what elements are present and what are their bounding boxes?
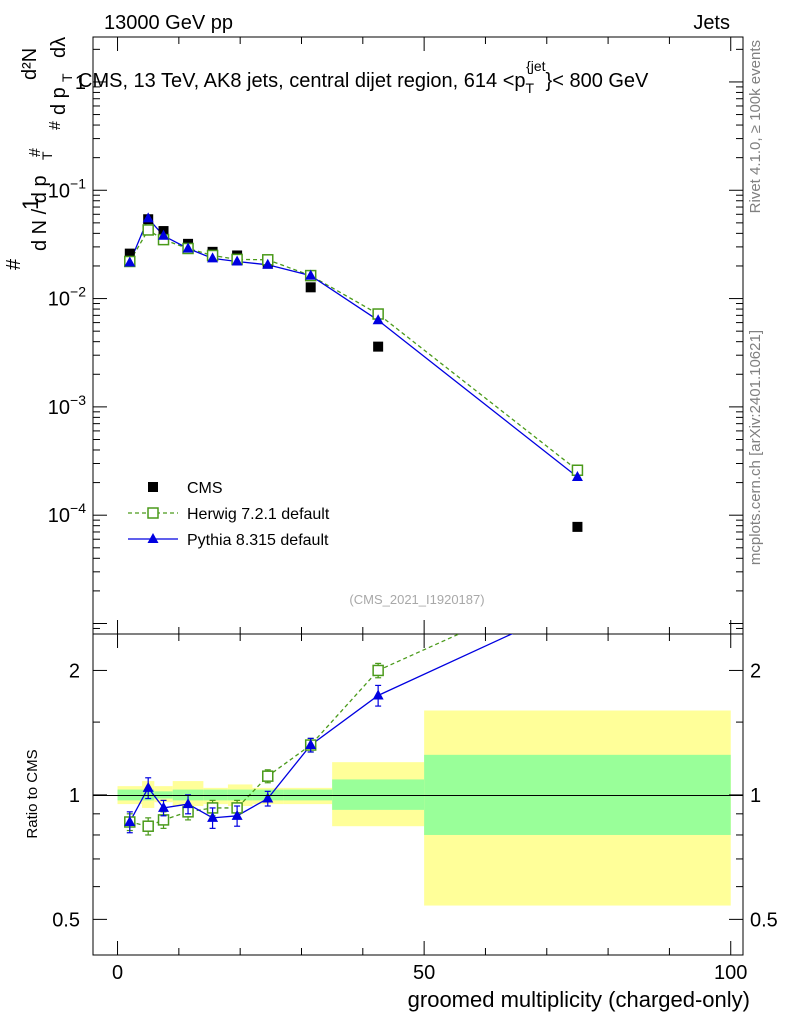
main-point-0-8 — [373, 341, 384, 352]
main-point-2-4 — [207, 252, 219, 263]
ratio-line-0 — [129, 634, 461, 827]
ratio-ylabel: Ratio to CMS — [24, 749, 41, 838]
ratio-ytick-label-left-2: 0.5 — [52, 909, 80, 931]
main-point-2-8 — [372, 314, 384, 325]
ratio-point-1-1 — [142, 781, 154, 792]
ratio-point-0-9 — [572, 576, 582, 586]
ylabel-dn: d N / d p — [29, 175, 51, 251]
main-point-1-1 — [142, 224, 154, 236]
legend: CMS Herwig 7.2.1 default Pythia 8.315 de… — [128, 480, 330, 549]
main-ytick-label-4: 10−4 — [48, 500, 86, 527]
main-point-2-0 — [124, 256, 136, 267]
main-ytick-exp-1: −1 — [70, 175, 86, 191]
main-ytick-label-2: 10−2 — [48, 284, 86, 311]
main-line-1 — [129, 229, 578, 471]
rivet-label: Rivet 4.1.0, ≥ 100k events — [747, 40, 764, 213]
legend-marker-herwig — [147, 507, 159, 519]
band-inner-0 — [117, 789, 143, 801]
ratio-point-1-6 — [262, 792, 274, 803]
header-right: Jets — [693, 12, 730, 34]
main-ytick-base-0: 1 — [75, 72, 86, 94]
ratio-ytick-label-right-1: 1 — [750, 785, 761, 807]
main-point-2-6 — [262, 258, 274, 269]
analysis-id: (CMS_2021_I1920187) — [349, 592, 484, 607]
main-point-2-3 — [182, 242, 194, 253]
ylabel-t2: T — [59, 73, 75, 82]
ratio-point-1-2 — [158, 801, 170, 812]
ylabel-hash2: # — [27, 148, 44, 157]
main-ytick-base-4: 10 — [48, 505, 70, 527]
ratio-series-lines — [129, 634, 514, 827]
legend-label-pythia: Pythia 8.315 default — [187, 532, 329, 549]
band-inner-5 — [227, 789, 253, 801]
mcplots-label: mcplots.cern.ch [arXiv:2401.10621] — [747, 330, 764, 565]
ratio-ytick-label-left-1: 1 — [69, 785, 80, 807]
ylabel-hash1: # — [3, 258, 25, 270]
band-inner-8 — [332, 779, 425, 810]
band-inner-2 — [154, 791, 173, 799]
main-ytick-exp-4: −4 — [70, 500, 86, 516]
ylabel-t1: T — [39, 151, 55, 160]
band-inner-7 — [283, 789, 333, 801]
main-point-2-1 — [142, 212, 154, 223]
ylabel-dp: d p — [48, 87, 70, 115]
legend-label-cms: CMS — [187, 480, 223, 497]
plot-title: CMS, 13 TeV, AK8 jets, central dijet reg… — [78, 58, 649, 96]
main-ytick-label-3: 10−3 — [48, 392, 86, 419]
ylabel-d2n: d²N — [19, 48, 41, 80]
main-ytick-exp-3: −3 — [70, 392, 86, 408]
ratio-point-0-8 — [372, 664, 384, 677]
ratio-point-1-4 — [207, 811, 219, 822]
main-series-lines — [129, 217, 578, 478]
x-axis-label: groomed multiplicity (charged-only) — [408, 987, 750, 1012]
axis-ticks: 110−110−210−310−42 21 10.5 0.50 50 100 — [48, 37, 778, 984]
ratio-point-1-9 — [572, 598, 583, 608]
ratio-ytick-label-right-2: 0.5 — [750, 909, 778, 931]
ratio-point-0-6 — [262, 770, 274, 782]
main-point-2-2 — [158, 229, 170, 240]
ylabel-one: 1 — [18, 198, 43, 210]
ratio-line-1 — [129, 634, 514, 823]
xtick-label-1: 50 — [413, 962, 435, 984]
ratio-point-0-1 — [142, 820, 154, 832]
main-point-2-7 — [305, 269, 317, 280]
ratio-ytick-label-left-0: 2 — [69, 660, 80, 682]
main-point-0-0 — [124, 248, 135, 259]
ratio-point-1-0 — [124, 815, 136, 826]
main-ylabel: # 1 d N / d p T # d²N # d p T dλ — [3, 37, 75, 270]
main-ytick-base-2: 10 — [48, 289, 70, 311]
main-ytick-base-3: 10 — [48, 397, 70, 419]
ratio-ytick-label-right-0: 2 — [750, 660, 761, 682]
main-ytick-label-0: 1 — [75, 72, 86, 94]
ratio-point-1-3 — [182, 798, 194, 809]
main-ytick-exp-2: −2 — [70, 284, 86, 300]
legend-marker-cms — [148, 482, 158, 492]
xtick-label-2: 100 — [714, 962, 747, 984]
main-ytick-base-1: 10 — [48, 180, 70, 202]
xtick-label-0: 0 — [112, 962, 123, 984]
ratio-point-1-8 — [372, 689, 384, 700]
main-ytick-label-1: 10−1 — [48, 175, 86, 202]
main-point-0-7 — [305, 282, 316, 293]
band-inner-4 — [203, 789, 228, 801]
ratio-point-1-7 — [305, 739, 317, 750]
main-series-markers — [124, 212, 584, 532]
band-inner-9 — [424, 754, 731, 835]
main-point-0-9 — [572, 521, 583, 532]
ylabel-hash3: # — [47, 121, 64, 130]
main-point-2-9 — [571, 471, 583, 482]
ratio-point-1-5 — [231, 809, 243, 820]
legend-label-herwig: Herwig 7.2.1 default — [187, 506, 330, 523]
main-point-2-5 — [231, 255, 243, 266]
ratio-series-markers — [124, 576, 583, 836]
header-left: 13000 GeV pp — [104, 12, 233, 34]
ylabel-dl: dλ — [48, 37, 70, 58]
legend-marker-pythia — [147, 533, 159, 543]
ratio-bands — [117, 710, 731, 906]
main-line-2 — [129, 217, 578, 478]
